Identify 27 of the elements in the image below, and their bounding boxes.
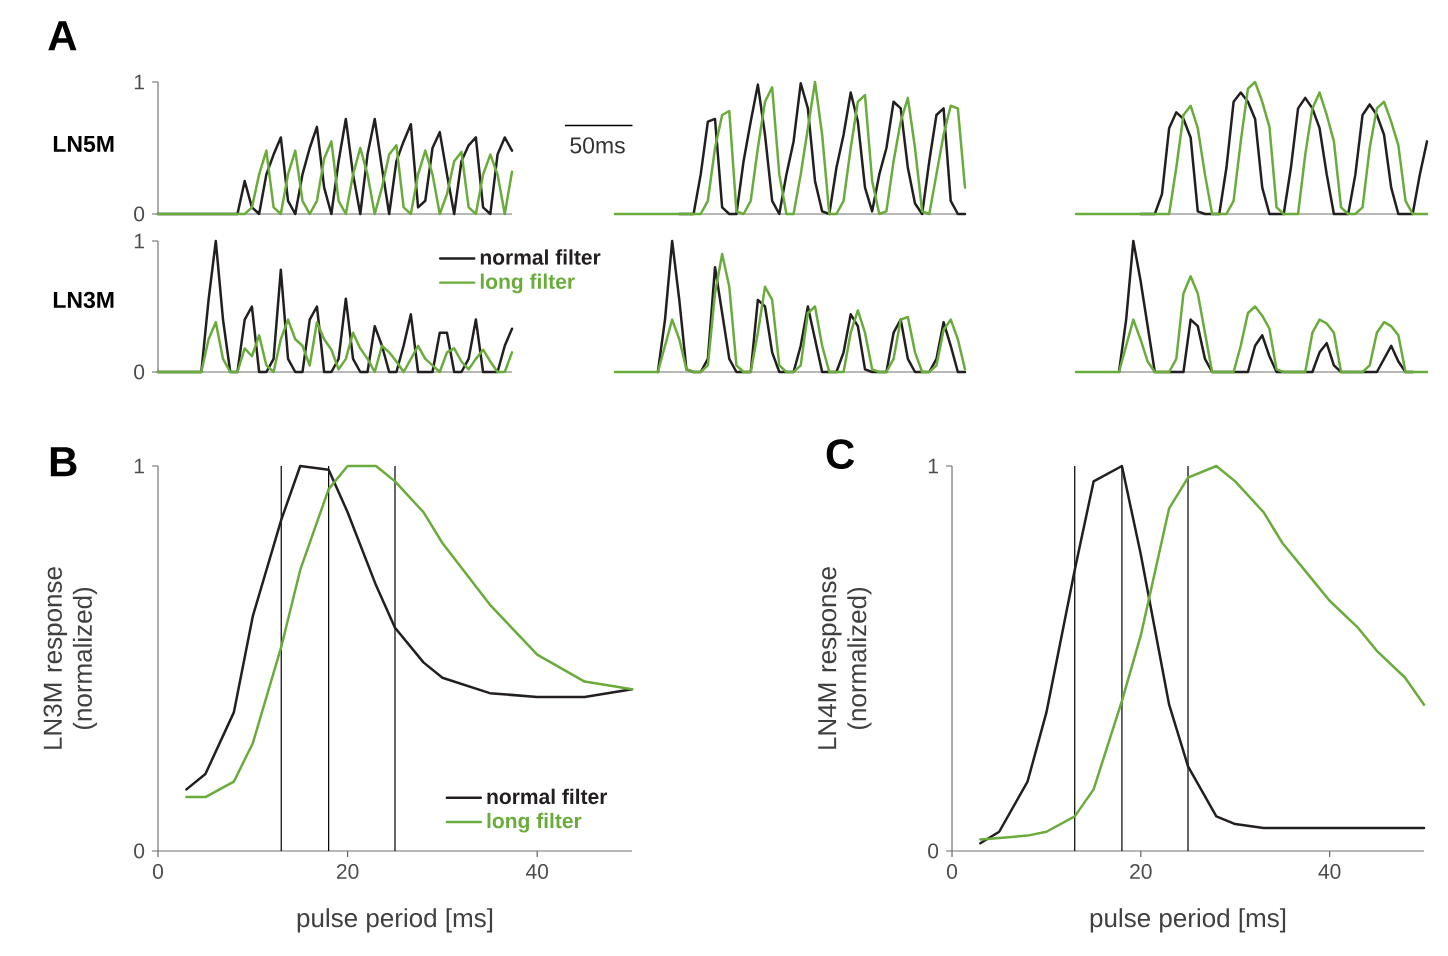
x-tick-label: 20 (336, 864, 359, 879)
y-tick-label: 0 (134, 364, 145, 380)
x-tick-label: 20 (1130, 864, 1152, 879)
y-tick-label: 1 (134, 458, 144, 474)
annotation: 50ms (570, 137, 625, 154)
legend-label: long filter (487, 812, 582, 833)
chart-title: A (48, 21, 77, 51)
x-tick-label: 40 (525, 864, 549, 879)
x-tick-label: 40 (1318, 864, 1341, 879)
y-tick-label: 1 (134, 233, 144, 249)
y-axis-title: LN4M response (normalized) (818, 567, 872, 749)
y-axis-title: LN3M response (normalized) (43, 567, 98, 749)
x-axis-title: pulse period [ms] (297, 908, 493, 933)
y-tick-label: 1 (134, 74, 144, 90)
y-tick-label: 0 (134, 206, 145, 222)
y-axis-title: LN3M (53, 291, 114, 309)
y-tick-label: 0 (134, 843, 145, 859)
y-tick-label: 1 (928, 458, 938, 474)
x-tick-label: 0 (946, 864, 958, 879)
legend-label: normal filter (480, 249, 601, 265)
chart-title: C (826, 439, 855, 469)
chart-title: B (50, 447, 77, 477)
y-axis-title: LN5M (53, 136, 114, 153)
legend-label: normal filter (487, 788, 608, 805)
x-axis-title: pulse period [ms] (1090, 908, 1286, 933)
legend-label: long filter (480, 273, 575, 294)
x-tick-label: 0 (152, 864, 163, 879)
